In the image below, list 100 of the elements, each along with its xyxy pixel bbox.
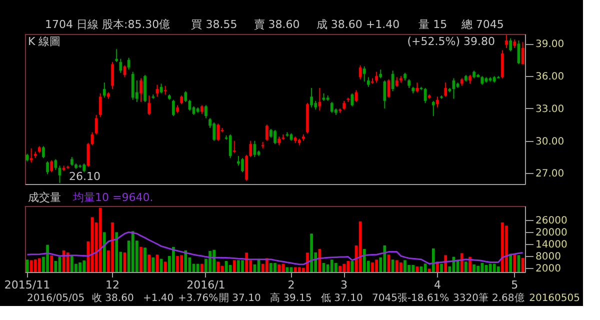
bar bbox=[362, 249, 366, 272]
bar bbox=[131, 231, 134, 272]
bar bbox=[346, 261, 350, 272]
bar bbox=[334, 263, 338, 272]
bar bbox=[180, 255, 183, 272]
text: 20160505 bbox=[529, 293, 580, 304]
text: 高 39.15 bbox=[270, 292, 312, 304]
bar bbox=[310, 234, 313, 272]
text: 2.68億 bbox=[492, 292, 524, 304]
candlestick bbox=[232, 140, 236, 154]
bar bbox=[282, 264, 285, 272]
y-tick-label: 26000 bbox=[536, 216, 568, 226]
bar bbox=[476, 266, 480, 272]
candlestick bbox=[241, 158, 244, 173]
bar bbox=[212, 250, 216, 272]
y-tick-label: 33.00 bbox=[536, 104, 564, 115]
text: 1704 日線 股本:85.30億 bbox=[45, 18, 170, 31]
candlestick bbox=[42, 146, 45, 159]
bar bbox=[416, 266, 419, 272]
bar bbox=[200, 264, 204, 272]
candlestick bbox=[444, 82, 448, 98]
y-tick-label: 8000 bbox=[536, 252, 561, 262]
candlestick bbox=[505, 34, 508, 49]
text: +1.40 bbox=[143, 293, 174, 304]
bar bbox=[78, 262, 82, 272]
text: 低 37.10 bbox=[321, 293, 363, 304]
candlestick bbox=[98, 92, 102, 118]
candlestick bbox=[375, 71, 378, 84]
text: 賣 38.60 bbox=[254, 18, 300, 31]
bar bbox=[428, 268, 431, 272]
candlestick bbox=[216, 123, 220, 142]
candlestick bbox=[156, 84, 159, 98]
chart-title: 成交量 bbox=[28, 191, 61, 204]
annotation: 26.10 bbox=[69, 170, 100, 183]
candlestick bbox=[172, 99, 175, 117]
bar bbox=[54, 261, 58, 272]
x-tick-label: 2 bbox=[288, 278, 295, 292]
candlestick bbox=[249, 140, 252, 158]
bar bbox=[140, 246, 142, 272]
candlestick bbox=[362, 66, 366, 82]
bar bbox=[50, 255, 54, 272]
bar bbox=[232, 260, 236, 272]
annotation: (+52.5%) 39.80 bbox=[407, 35, 495, 48]
bar bbox=[102, 232, 106, 272]
y-tick-label: 27.00 bbox=[536, 168, 564, 180]
candlestick bbox=[115, 48, 118, 63]
bar bbox=[241, 260, 244, 272]
bar bbox=[70, 256, 74, 272]
text: +3.76% bbox=[178, 293, 218, 304]
x-tick-label: 2015/11 bbox=[4, 278, 50, 292]
text: 均量10 =9640. bbox=[72, 191, 154, 204]
x-tick-label: 12 bbox=[106, 278, 120, 292]
bar bbox=[412, 265, 415, 272]
bar bbox=[460, 253, 464, 272]
bar bbox=[164, 262, 167, 272]
text: 量 15 bbox=[418, 18, 448, 31]
bar bbox=[148, 254, 151, 272]
candlestick bbox=[436, 96, 439, 108]
bar bbox=[298, 267, 301, 272]
candlestick bbox=[367, 76, 370, 88]
candlestick bbox=[102, 82, 106, 98]
bar bbox=[496, 266, 500, 272]
candlestick bbox=[265, 124, 268, 142]
bar bbox=[38, 258, 41, 272]
bar bbox=[383, 245, 386, 272]
bar bbox=[294, 267, 297, 272]
candlestick bbox=[274, 130, 276, 145]
bar bbox=[111, 222, 114, 272]
candlestick bbox=[86, 142, 90, 168]
bar bbox=[286, 267, 289, 272]
bar bbox=[115, 232, 118, 272]
bar bbox=[342, 264, 346, 272]
bar bbox=[144, 248, 146, 272]
bar bbox=[505, 226, 508, 272]
bar bbox=[216, 262, 220, 272]
candlestick bbox=[111, 62, 114, 90]
candlestick bbox=[416, 82, 419, 93]
candlestick bbox=[184, 90, 188, 102]
y-tick-label: 2000 bbox=[536, 264, 561, 274]
candlestick bbox=[395, 76, 398, 88]
candlestick bbox=[94, 114, 98, 135]
bar bbox=[395, 260, 398, 272]
bar bbox=[338, 266, 342, 272]
x-tick-label: 3 bbox=[340, 278, 348, 292]
bar bbox=[501, 222, 504, 272]
candlestick bbox=[204, 104, 208, 119]
y-tick-label: 20000 bbox=[536, 228, 568, 238]
candlestick bbox=[509, 38, 512, 52]
candlestick bbox=[310, 87, 313, 108]
bar bbox=[330, 260, 334, 272]
candlestick bbox=[245, 154, 248, 182]
bar bbox=[270, 263, 272, 272]
bar bbox=[184, 250, 188, 272]
text: 3320筆 bbox=[453, 292, 488, 304]
candlestick bbox=[330, 101, 334, 114]
bar bbox=[237, 260, 240, 272]
bar bbox=[480, 263, 484, 272]
text: 7045張-18.61% bbox=[372, 293, 450, 304]
y-tick-label: 30.00 bbox=[536, 136, 564, 148]
candlestick bbox=[432, 100, 435, 117]
